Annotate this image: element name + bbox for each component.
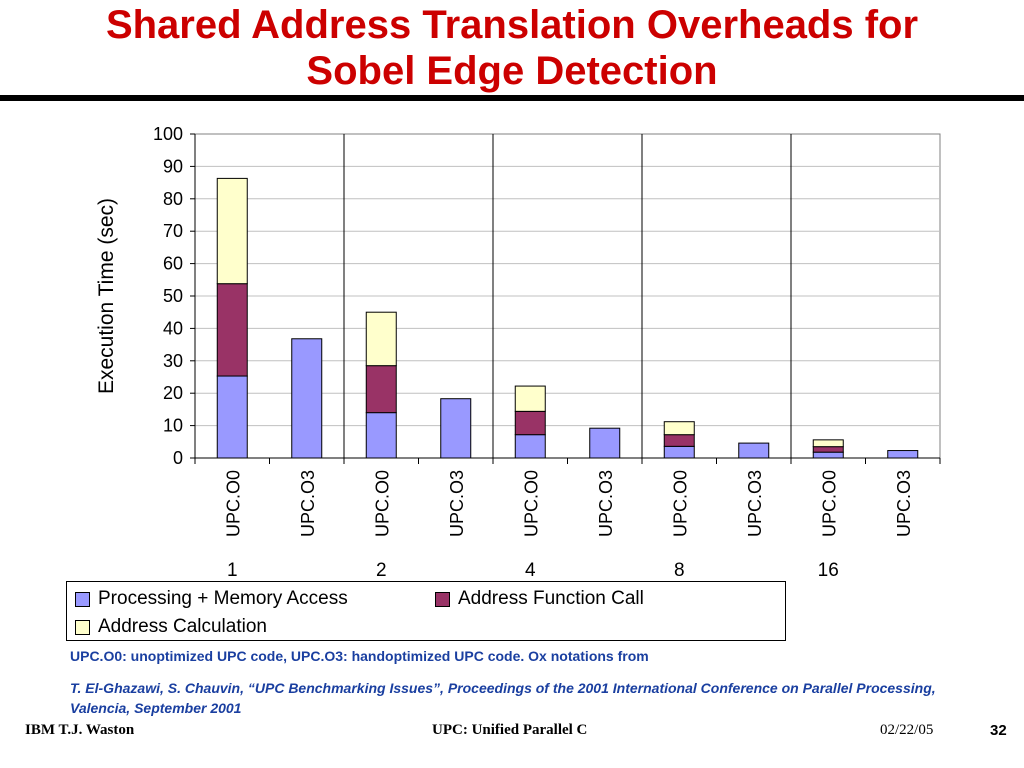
legend-item-processing: Processing + Memory Access	[75, 588, 348, 610]
legend-swatch-address-calc	[75, 619, 90, 635]
group-label: 8	[674, 560, 685, 580]
bar-address-calc-0	[216, 177, 248, 285]
category-label: UPC.O3	[447, 470, 467, 537]
category-label: UPC.O0	[521, 470, 541, 537]
bar-processing-6	[663, 445, 695, 459]
page-number: 32	[990, 722, 1007, 739]
group-label: 2	[376, 560, 387, 580]
legend-label-processing: Processing + Memory Access	[98, 588, 348, 609]
legend-swatch-processing	[75, 591, 90, 607]
bar-address-calc-2	[365, 311, 397, 367]
y-tick-label: 20	[163, 383, 183, 403]
bar-processing-2	[365, 412, 397, 459]
category-label: UPC.O0	[223, 470, 243, 537]
bar-processing-1	[291, 338, 323, 459]
category-label: UPC.O3	[745, 470, 765, 537]
bar-processing-7	[738, 442, 770, 459]
bar-function-call-0	[216, 283, 248, 377]
bar-processing-0	[216, 375, 248, 459]
bar-function-call-8	[812, 446, 844, 453]
legend-label-function-call: Address Function Call	[458, 588, 644, 609]
bar-address-calc-6	[663, 421, 695, 436]
y-tick-label: 30	[163, 351, 183, 371]
group-label: 16	[818, 560, 839, 580]
category-label: UPC.O3	[894, 470, 914, 537]
group-label: 4	[525, 560, 536, 580]
bar-processing-3	[440, 398, 472, 459]
footer-topic: UPC: Unified Parallel C	[432, 722, 588, 738]
y-tick-label: 40	[163, 318, 183, 338]
y-tick-label: 0	[173, 448, 183, 468]
y-axis-title: Execution Time (sec)	[95, 198, 118, 394]
bar-address-calc-4	[514, 385, 546, 412]
title-line-2: Sobel Edge Detection	[306, 49, 718, 93]
y-tick-label: 70	[163, 221, 183, 241]
category-label: UPC.O3	[298, 470, 318, 537]
bar-processing-5	[589, 427, 621, 459]
legend-label-address-calc: Address Calculation	[98, 616, 267, 637]
bar-processing-8	[812, 451, 844, 459]
title-line-1: Shared Address Translation Overheads for	[105, 3, 919, 47]
y-tick-label: 10	[163, 416, 183, 436]
legend-item-address-calc: Address Calculation	[75, 616, 267, 638]
footnote-notation: UPC.O0: unoptimized UPC code, UPC.O3: ha…	[70, 648, 649, 664]
legend-item-function-call: Address Function Call	[435, 588, 644, 610]
y-tick-label: 60	[163, 254, 183, 274]
legend-swatch-function-call	[435, 591, 450, 607]
y-tick-label: 100	[153, 124, 183, 144]
y-tick-label: 90	[163, 156, 183, 176]
bar-function-call-6	[663, 434, 695, 447]
category-label: UPC.O3	[596, 470, 616, 537]
bar-processing-9	[887, 450, 919, 459]
bar-address-calc-8	[812, 439, 844, 448]
y-tick-label: 50	[163, 286, 183, 306]
category-label: UPC.O0	[372, 470, 392, 537]
bar-function-call-2	[365, 365, 397, 414]
footer-org: IBM T.J. Waston	[25, 722, 135, 738]
footnote-reference: T. El-Ghazawi, S. Chauvin, “UPC Benchmar…	[70, 680, 936, 716]
title-divider	[0, 95, 1024, 101]
bar-processing-4	[514, 434, 546, 459]
bar-function-call-4	[514, 410, 546, 436]
category-label: UPC.O0	[819, 470, 839, 537]
footer-date: 02/22/05	[880, 722, 934, 738]
group-label: 1	[227, 560, 238, 580]
stacked-bar-chart: 0 10 20 30 40 50 60 70 80 90 100 UPC.O0 UPC.O3 UPC.O0…	[95, 124, 941, 580]
slide-title: Shared Address Translation Overheads for…	[0, 2, 1024, 94]
chart-legend: Processing + Memory Access Address Funct…	[66, 581, 786, 641]
y-tick-label: 80	[163, 189, 183, 209]
category-label: UPC.O0	[670, 470, 690, 537]
